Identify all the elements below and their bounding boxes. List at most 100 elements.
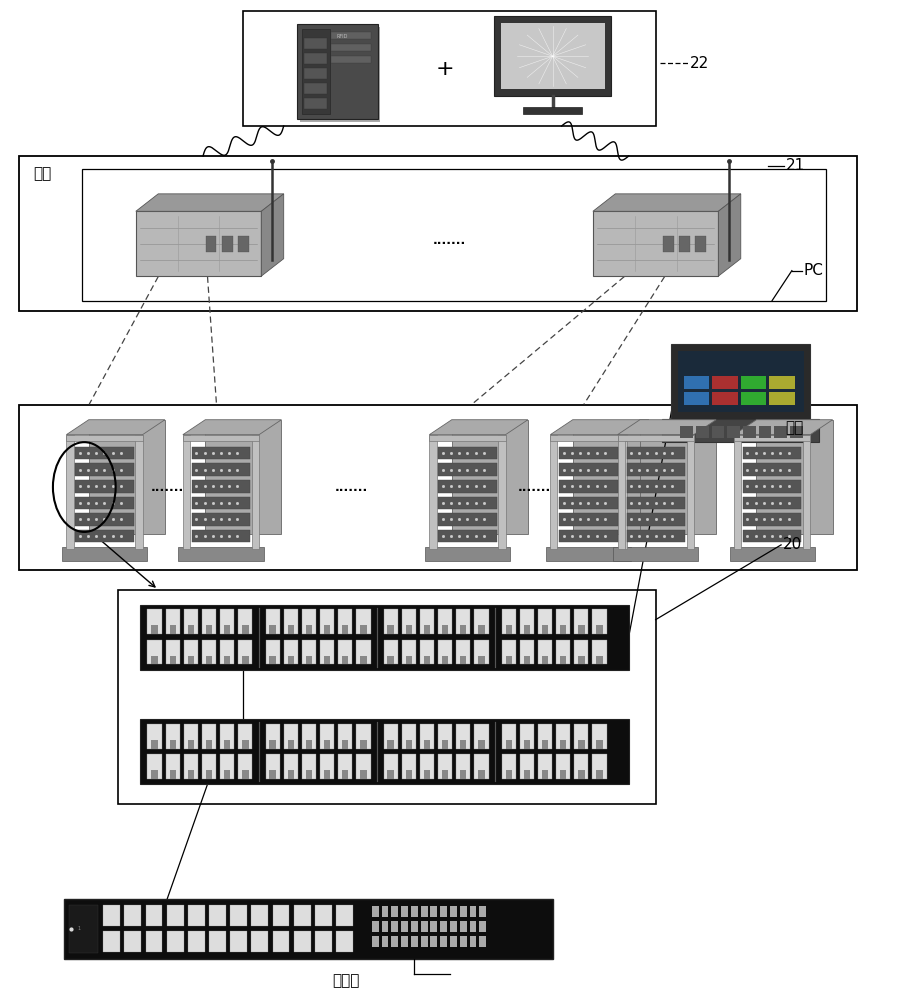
FancyBboxPatch shape [456,609,470,634]
FancyBboxPatch shape [384,724,397,749]
FancyBboxPatch shape [188,740,194,749]
FancyBboxPatch shape [456,754,470,779]
FancyBboxPatch shape [593,211,718,276]
FancyBboxPatch shape [165,754,180,779]
FancyBboxPatch shape [502,754,516,779]
FancyBboxPatch shape [191,513,250,526]
FancyBboxPatch shape [524,656,530,664]
FancyBboxPatch shape [460,625,467,634]
FancyBboxPatch shape [372,906,378,917]
FancyBboxPatch shape [759,426,771,438]
FancyBboxPatch shape [188,905,205,926]
FancyBboxPatch shape [170,656,176,664]
FancyBboxPatch shape [188,656,194,664]
FancyBboxPatch shape [439,513,496,526]
FancyBboxPatch shape [478,625,485,634]
FancyBboxPatch shape [284,640,298,664]
FancyBboxPatch shape [302,754,316,779]
FancyBboxPatch shape [756,420,832,534]
FancyBboxPatch shape [684,376,709,389]
Text: RFID: RFID [336,34,348,39]
FancyBboxPatch shape [372,921,378,932]
FancyBboxPatch shape [360,740,367,749]
FancyBboxPatch shape [684,392,709,405]
FancyBboxPatch shape [118,590,655,804]
FancyBboxPatch shape [743,513,801,526]
FancyBboxPatch shape [451,420,528,534]
FancyBboxPatch shape [402,640,416,664]
FancyBboxPatch shape [423,770,430,779]
FancyBboxPatch shape [596,770,602,779]
FancyBboxPatch shape [182,435,190,549]
FancyBboxPatch shape [574,640,589,664]
FancyBboxPatch shape [356,724,370,749]
FancyBboxPatch shape [456,640,470,664]
FancyBboxPatch shape [672,344,810,419]
FancyBboxPatch shape [242,770,248,779]
FancyBboxPatch shape [288,625,294,634]
FancyBboxPatch shape [315,905,332,926]
FancyBboxPatch shape [430,435,505,441]
Text: .......: ....... [433,234,466,247]
FancyBboxPatch shape [183,754,198,779]
FancyBboxPatch shape [411,936,418,947]
FancyBboxPatch shape [147,724,162,749]
FancyBboxPatch shape [284,609,298,634]
FancyBboxPatch shape [338,724,352,749]
Polygon shape [618,420,717,435]
FancyBboxPatch shape [402,754,416,779]
FancyBboxPatch shape [421,936,428,947]
FancyBboxPatch shape [188,931,205,952]
FancyBboxPatch shape [574,609,589,634]
FancyBboxPatch shape [542,625,548,634]
FancyBboxPatch shape [320,724,334,749]
FancyBboxPatch shape [343,656,349,664]
FancyBboxPatch shape [663,419,819,442]
FancyBboxPatch shape [244,11,655,126]
FancyBboxPatch shape [596,740,602,749]
FancyBboxPatch shape [741,376,766,389]
FancyBboxPatch shape [556,754,570,779]
FancyBboxPatch shape [82,169,826,301]
FancyBboxPatch shape [442,625,449,634]
FancyBboxPatch shape [252,435,259,549]
FancyBboxPatch shape [627,513,685,526]
FancyBboxPatch shape [627,480,685,493]
FancyBboxPatch shape [151,656,157,664]
FancyBboxPatch shape [206,770,212,779]
FancyBboxPatch shape [450,936,457,947]
FancyBboxPatch shape [559,513,618,526]
FancyBboxPatch shape [459,936,467,947]
FancyBboxPatch shape [423,625,430,634]
FancyBboxPatch shape [302,29,330,114]
FancyBboxPatch shape [188,770,194,779]
FancyBboxPatch shape [305,98,327,109]
FancyBboxPatch shape [618,435,625,549]
FancyBboxPatch shape [272,931,289,952]
FancyBboxPatch shape [188,625,194,634]
FancyBboxPatch shape [459,921,467,932]
FancyBboxPatch shape [103,931,120,952]
FancyBboxPatch shape [300,27,380,122]
FancyBboxPatch shape [405,625,412,634]
FancyBboxPatch shape [712,376,738,389]
FancyBboxPatch shape [803,435,810,549]
FancyBboxPatch shape [442,770,449,779]
FancyBboxPatch shape [559,480,618,493]
FancyBboxPatch shape [411,906,418,917]
FancyBboxPatch shape [538,609,552,634]
FancyBboxPatch shape [478,770,485,779]
FancyBboxPatch shape [478,656,485,664]
FancyBboxPatch shape [441,936,447,947]
FancyBboxPatch shape [265,609,280,634]
FancyBboxPatch shape [741,392,766,405]
Polygon shape [136,194,284,211]
FancyBboxPatch shape [502,640,516,664]
FancyBboxPatch shape [242,740,248,749]
FancyBboxPatch shape [151,625,157,634]
FancyBboxPatch shape [505,625,512,634]
FancyBboxPatch shape [151,770,157,779]
FancyBboxPatch shape [356,754,370,779]
FancyBboxPatch shape [696,426,708,438]
FancyBboxPatch shape [438,609,452,634]
